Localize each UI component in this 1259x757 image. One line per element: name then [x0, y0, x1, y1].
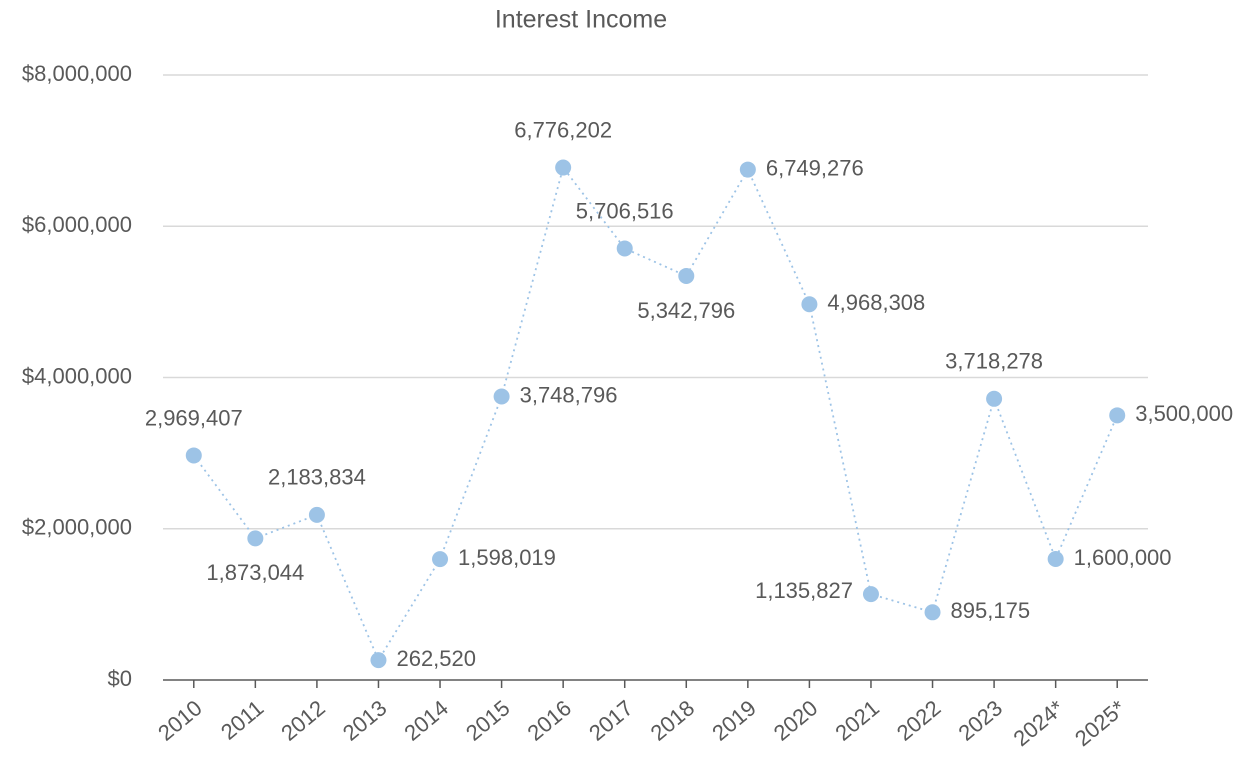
marker — [185, 447, 202, 464]
marker — [432, 551, 449, 568]
marker — [616, 240, 633, 257]
x-tick-label: 2012 — [276, 695, 330, 746]
marker — [247, 530, 264, 547]
x-tick-label: 2011 — [216, 695, 268, 745]
data-label: 3,748,796 — [520, 382, 618, 407]
x-tick-label: 2017 — [584, 695, 638, 746]
data-label: 895,175 — [951, 598, 1031, 623]
data-label: 1,135,827 — [755, 578, 853, 603]
data-label: 3,500,000 — [1135, 401, 1233, 426]
x-tick-label: 2018 — [646, 695, 700, 746]
data-label: 5,706,516 — [576, 198, 674, 223]
y-tick-label: $6,000,000 — [22, 212, 132, 237]
x-tick-label: 2010 — [153, 695, 207, 746]
x-tick-label: 2022 — [892, 695, 946, 746]
marker — [493, 388, 510, 405]
x-tick-label: 2023 — [953, 695, 1007, 746]
data-label: 2,183,834 — [268, 465, 366, 490]
marker — [739, 161, 756, 178]
x-tick-label: 2015 — [461, 695, 515, 746]
data-label: 3,718,278 — [945, 349, 1043, 374]
marker — [924, 604, 941, 621]
data-label: 262,520 — [396, 646, 476, 671]
x-tick-label: 2025* — [1070, 695, 1130, 751]
x-tick-label: 2020 — [769, 695, 823, 746]
x-tick-label: 2013 — [338, 695, 392, 746]
data-label: 6,749,276 — [766, 155, 864, 180]
chart-title: Interest Income — [495, 6, 667, 34]
data-label: 2,969,407 — [145, 405, 243, 430]
marker — [308, 506, 325, 523]
x-tick-label: 2016 — [523, 695, 577, 746]
marker — [555, 159, 572, 176]
marker — [986, 390, 1003, 407]
series-line — [193, 165, 1119, 663]
y-tick-label: $4,000,000 — [22, 363, 132, 388]
data-label: 1,598,019 — [458, 545, 556, 570]
data-label: 6,776,202 — [514, 117, 612, 142]
x-tick-label: 2021 — [830, 695, 884, 746]
y-tick-label: $8,000,000 — [22, 61, 132, 86]
x-tick-label: 2019 — [707, 695, 761, 746]
marker — [678, 267, 695, 284]
marker — [1047, 551, 1064, 567]
y-tick-label: $2,000,000 — [22, 515, 132, 540]
data-label: 1,600,000 — [1074, 545, 1172, 570]
x-tick-label: 2014 — [399, 695, 453, 746]
marker — [370, 652, 387, 669]
marker — [1109, 407, 1126, 424]
marker — [801, 296, 818, 313]
x-tick-label: 2024* — [1008, 695, 1068, 751]
data-label: 5,342,796 — [637, 298, 735, 323]
data-label: 4,968,308 — [827, 290, 925, 315]
y-tick-label: $0 — [108, 666, 132, 691]
data-label: 1,873,044 — [206, 560, 304, 585]
marker — [862, 586, 879, 603]
